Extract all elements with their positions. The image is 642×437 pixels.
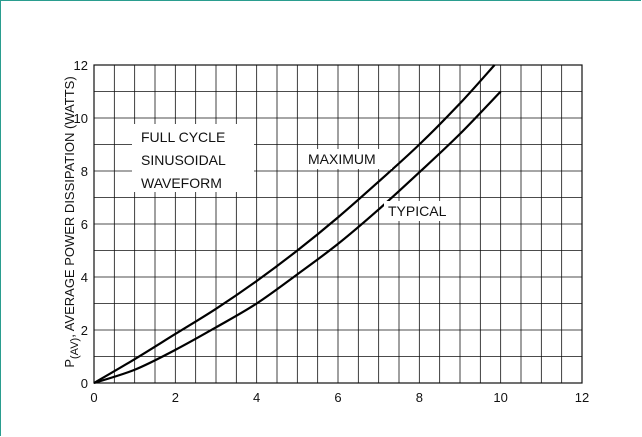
condition-label-background (132, 124, 254, 192)
x-tick-label: 6 (334, 390, 341, 405)
x-tick-label: 4 (253, 390, 260, 405)
y-tick-label: 4 (81, 270, 88, 285)
y-tick-labels: 0 2 4 6 8 10 12 (74, 58, 88, 391)
x-tick-label: 2 (172, 390, 179, 405)
y-axis-label-rest: , AVERAGE POWER DISSIPATION (WATTS) (62, 76, 77, 337)
x-tick-labels: 0 2 4 6 8 10 12 (90, 390, 589, 405)
y-tick-label: 12 (74, 58, 88, 73)
condition-label-line-1: FULL CYCLE (141, 129, 225, 145)
grid (94, 65, 582, 383)
y-tick-label: 8 (81, 164, 88, 179)
y-tick-label: 2 (81, 323, 88, 338)
x-tick-label: 0 (90, 390, 97, 405)
series-line-typical (93, 90, 502, 385)
y-axis-label-text: P(AV), AVERAGE POWER DISSIPATION (WATTS) (62, 76, 81, 367)
condition-label-line-2: SINUSOIDAL (141, 152, 226, 168)
y-tick-label: 6 (81, 217, 88, 232)
series-line-maximum (93, 64, 496, 384)
x-tick-label: 12 (575, 390, 589, 405)
typical-label-background (384, 201, 458, 221)
x-tick-label: 10 (493, 390, 507, 405)
condition-label-line-3: WAVEFORM (141, 175, 222, 191)
y-axis-label-subscript: (AV) (69, 338, 81, 359)
series-lines (93, 64, 502, 385)
typical-label: TYPICAL (388, 203, 447, 219)
x-tick-label: 8 (416, 390, 423, 405)
y-axis-label-main: P (62, 359, 77, 368)
y-axis-label: P(AV), AVERAGE POWER DISSIPATION (WATTS) (62, 76, 81, 367)
y-tick-label: 10 (74, 111, 88, 126)
maximum-label-background (304, 149, 392, 169)
y-tick-label: 0 (81, 376, 88, 391)
plot-border (93, 64, 583, 384)
maximum-label: MAXIMUM (308, 151, 376, 167)
